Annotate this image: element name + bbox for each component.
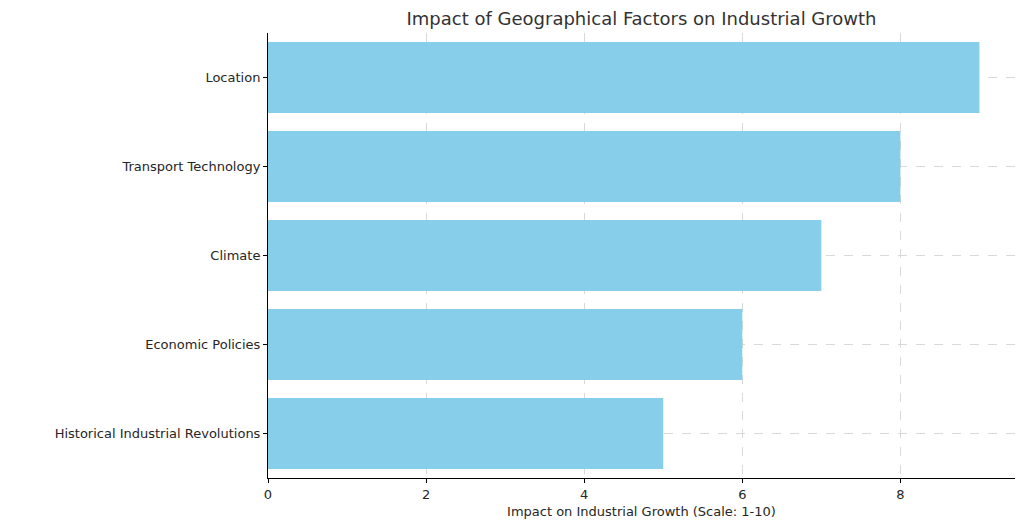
svg-text:6: 6 bbox=[738, 487, 746, 502]
svg-text:4: 4 bbox=[580, 487, 588, 502]
svg-text:Impact on Industrial Growth (S: Impact on Industrial Growth (Scale: 1-10… bbox=[507, 504, 776, 519]
svg-text:2: 2 bbox=[422, 487, 430, 502]
svg-text:Economic Policies: Economic Policies bbox=[145, 337, 260, 352]
svg-text:Climate: Climate bbox=[210, 248, 260, 263]
svg-text:Impact of Geographical Factors: Impact of Geographical Factors on Indust… bbox=[406, 8, 876, 29]
svg-text:Historical Industrial Revoluti: Historical Industrial Revolutions bbox=[55, 426, 261, 441]
svg-text:0: 0 bbox=[264, 487, 272, 502]
svg-text:8: 8 bbox=[896, 487, 904, 502]
svg-text:Transport Technology: Transport Technology bbox=[121, 159, 260, 174]
svg-text:Location: Location bbox=[205, 70, 260, 85]
